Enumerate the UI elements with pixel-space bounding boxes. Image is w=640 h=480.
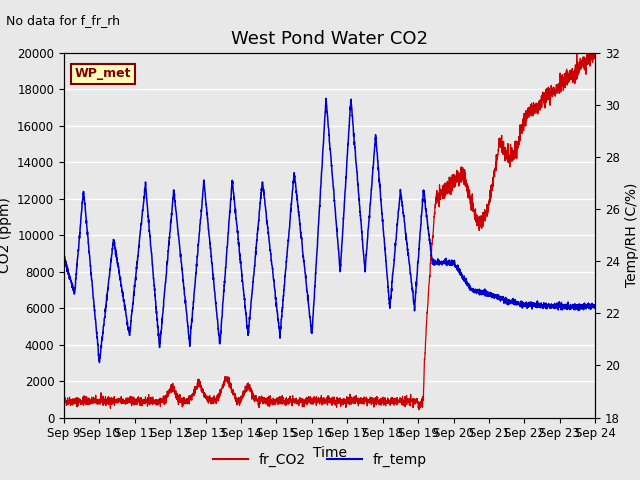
X-axis label: Time: Time bbox=[312, 446, 347, 460]
Y-axis label: CO2 (ppm): CO2 (ppm) bbox=[0, 197, 12, 273]
Text: No data for f_fr_rh: No data for f_fr_rh bbox=[6, 14, 120, 27]
Y-axis label: Temp/RH (C/%): Temp/RH (C/%) bbox=[625, 183, 639, 288]
Text: WP_met: WP_met bbox=[75, 67, 131, 80]
Legend: fr_CO2, fr_temp: fr_CO2, fr_temp bbox=[207, 447, 433, 472]
Title: West Pond Water CO2: West Pond Water CO2 bbox=[231, 30, 428, 48]
